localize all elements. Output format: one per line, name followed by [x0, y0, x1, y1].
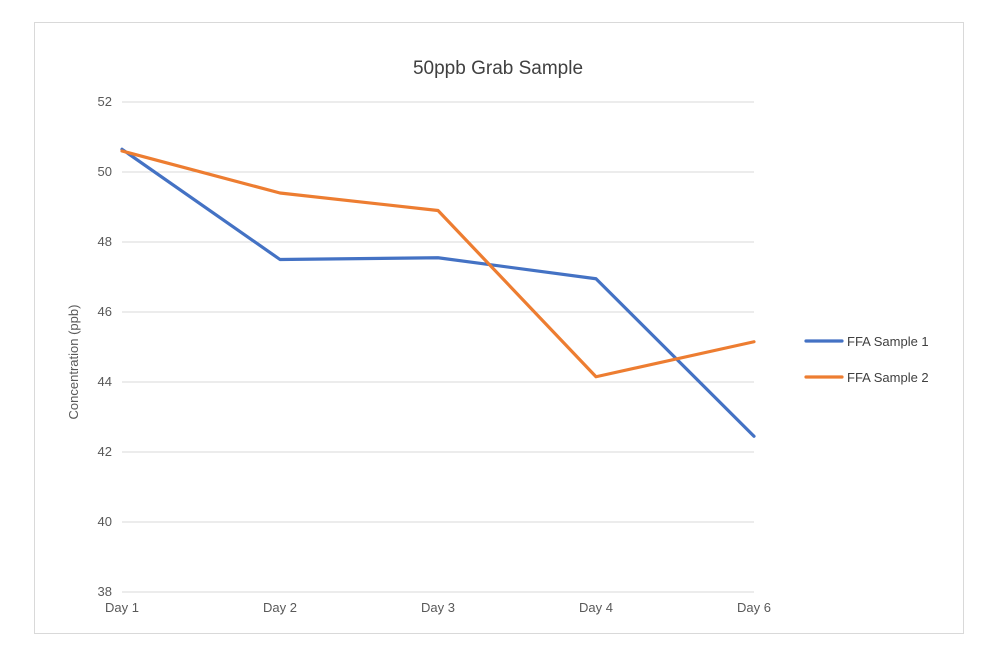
- y-tick-label: 40: [98, 514, 112, 529]
- y-axis-title: Concentration (ppb): [66, 305, 81, 420]
- y-tick-label: 50: [98, 164, 112, 179]
- x-tick-label: Day 3: [421, 600, 455, 615]
- y-tick-label: 48: [98, 234, 112, 249]
- x-axis-ticks: Day 1 Day 2 Day 3 Day 4 Day 6: [105, 600, 771, 615]
- x-tick-label: Day 6: [737, 600, 771, 615]
- y-tick-label: 52: [98, 94, 112, 109]
- legend-label: FFA Sample 1: [847, 334, 929, 349]
- legend: FFA Sample 1 FFA Sample 2: [804, 334, 929, 385]
- y-axis-ticks: 38 40 42 44 46 48 50 52: [98, 94, 112, 599]
- series-line-2: [120, 149, 756, 379]
- legend-label: FFA Sample 2: [847, 370, 929, 385]
- chart-frame: [34, 22, 964, 634]
- y-tick-label: 44: [98, 374, 112, 389]
- x-tick-label: Day 2: [263, 600, 297, 615]
- chart-title: 50ppb Grab Sample: [413, 58, 583, 79]
- y-tick-label: 42: [98, 444, 112, 459]
- y-tick-label: 46: [98, 304, 112, 319]
- x-tick-label: Day 1: [105, 600, 139, 615]
- x-tick-label: Day 4: [579, 600, 613, 615]
- gridlines: [122, 101, 754, 593]
- series-lines: [120, 147, 756, 438]
- y-tick-label: 38: [98, 584, 112, 599]
- series-line-1: [120, 147, 756, 438]
